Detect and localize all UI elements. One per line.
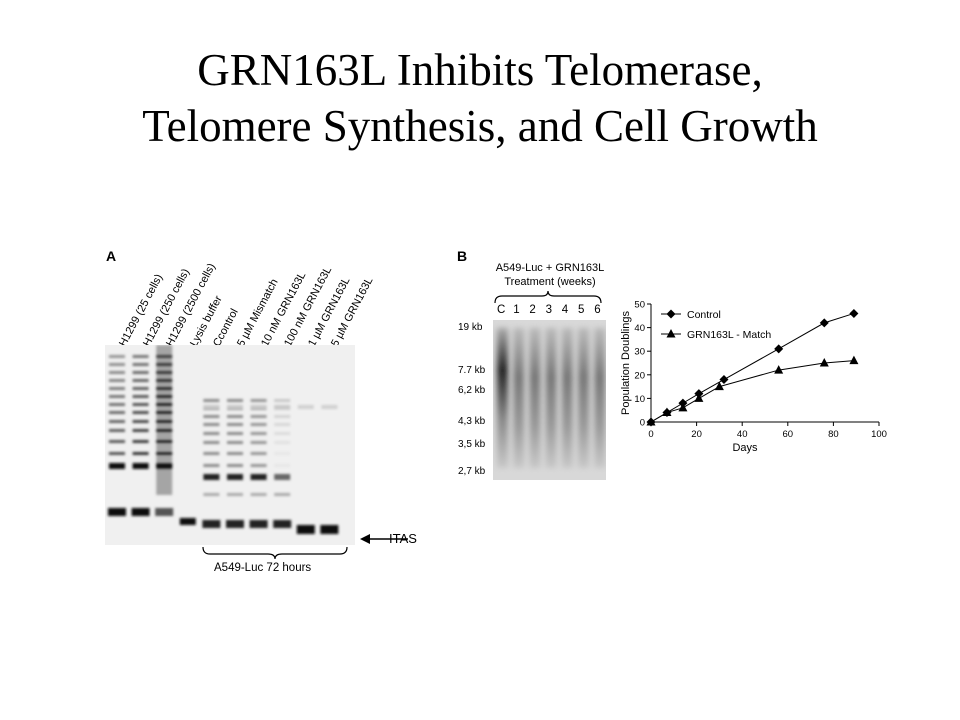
triangle-point (662, 407, 672, 417)
growth-chart: 0 20 40 60 80 100 0 10 20 30 40 50 Days Population Do… (620, 300, 887, 455)
panel-b-lane-label: 2 (529, 304, 536, 316)
panel-b-letter: B (457, 248, 468, 264)
group-label: A549-Luc 72 hours (214, 562, 312, 574)
x-tick-label: 40 (737, 429, 748, 440)
panel-b-lane-label: 1 (513, 304, 520, 316)
slide-title-line-2: Telomere Synthesis, and Cell Growth (142, 101, 818, 151)
panel-b-brace (494, 291, 602, 304)
y-tick-label: 0 (640, 418, 645, 429)
itas-arrow (360, 534, 408, 544)
slide-title: GRN163L Inhibits Telomerase, Telomere Sy… (0, 42, 960, 154)
size-marker-label: 19 kb (458, 322, 483, 333)
size-marker-label: 3,5 kb (458, 439, 486, 450)
size-marker-label: 4,3 kb (458, 416, 486, 427)
triangle-point (646, 417, 656, 426)
panel-b-header-line-2: Treatment (weeks) (504, 276, 596, 288)
panel-b-lane-label: 5 (578, 304, 585, 316)
size-marker-label: 7.7 kb (458, 365, 486, 376)
x-tick-label: 60 (783, 429, 794, 440)
diamond-point (774, 344, 784, 354)
panel-b-header-line-1: A549-Luc + GRN163L (495, 262, 605, 274)
panel-a-gel-image (105, 345, 355, 545)
x-tick-label: 100 (871, 429, 887, 440)
x-tick-label: 0 (648, 429, 653, 440)
legend-marker (666, 329, 676, 338)
diamond-point (719, 375, 729, 385)
size-marker-label: 6,2 kb (458, 385, 486, 396)
triangle-point (774, 365, 784, 374)
group-brace (202, 546, 348, 560)
triangle-point (694, 393, 704, 402)
legend-marker (666, 309, 676, 319)
x-tick-label: 20 (691, 429, 702, 440)
y-tick-label: 20 (634, 370, 645, 381)
triangle-point (678, 402, 688, 412)
triangle-point (819, 358, 829, 367)
y-tick-label: 50 (634, 300, 645, 311)
x-axis-label: Days (732, 442, 758, 454)
panel-b-gel-image (493, 320, 606, 480)
panel-b-lane-label: 3 (545, 304, 552, 316)
legend-entry: GRN163L - Match (687, 329, 771, 341)
size-marker-label: 2,7 kb (458, 466, 486, 477)
itas-label: ITAS (389, 531, 417, 546)
x-tick-label: 80 (828, 429, 839, 440)
panel-b-lane-label: 4 (561, 304, 569, 316)
slide-title-line-1: GRN163L Inhibits Telomerase, (197, 45, 763, 95)
series-line (650, 360, 854, 423)
y-tick-label: 10 (634, 394, 645, 405)
diamond-point (819, 318, 829, 328)
y-axis-label: Population Doublings (620, 311, 632, 415)
triangle-point (714, 381, 724, 391)
diamond-point (849, 308, 859, 318)
legend-entry: Control (687, 309, 721, 321)
panel-a-letter: A (106, 248, 117, 264)
y-tick-label: 40 (634, 323, 645, 334)
triangle-point (849, 355, 859, 365)
panel-b-lane-label: 6 (594, 304, 601, 316)
panel-b-lane-label: C (497, 304, 506, 316)
y-tick-label: 30 (634, 347, 645, 358)
